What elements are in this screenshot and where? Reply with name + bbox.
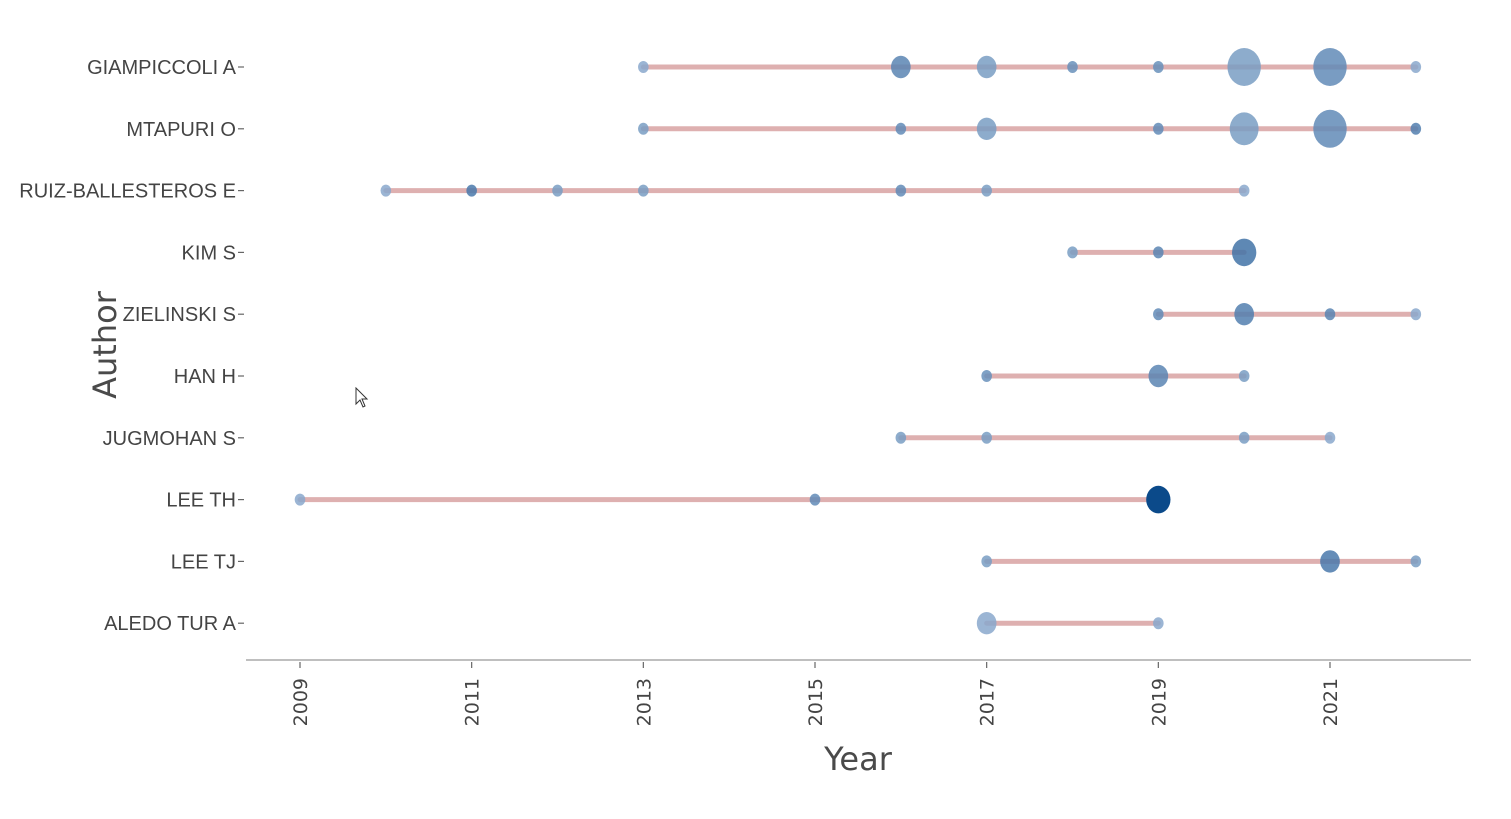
author-label: ZIELINSKI S — [123, 304, 236, 326]
x-tick-label: 2015 — [805, 678, 827, 726]
publication-point[interactable] — [1313, 48, 1347, 86]
author-label: JUGMOHAN S — [103, 428, 236, 450]
publication-point[interactable] — [294, 493, 306, 506]
x-tick-label: 2017 — [977, 678, 999, 726]
y-axis-title: Author — [86, 290, 124, 399]
publication-point[interactable] — [1227, 48, 1261, 86]
publication-point[interactable] — [1153, 61, 1164, 73]
publication-point[interactable] — [809, 493, 821, 506]
author-label: KIM S — [182, 242, 236, 264]
author-label: LEE TJ — [171, 551, 236, 573]
x-axis: 2009 2011 2013 2015 2017 2019 2021 — [246, 659, 1471, 726]
publication-point[interactable] — [976, 612, 997, 635]
publication-point[interactable] — [981, 431, 992, 444]
publication-point[interactable] — [895, 122, 907, 135]
author-label: ALEDO TUR A — [104, 613, 237, 635]
publication-point[interactable] — [981, 184, 992, 197]
publication-point[interactable] — [1238, 370, 1250, 382]
publication-point[interactable] — [1320, 550, 1340, 573]
author-label: RUIZ-BALLESTEROS E — [19, 181, 236, 203]
publication-point[interactable] — [1067, 246, 1078, 259]
author-label: HAN H — [174, 366, 236, 388]
x-tick-label: 2019 — [1148, 678, 1170, 726]
publication-points — [294, 48, 1422, 635]
publication-point[interactable] — [638, 122, 649, 135]
timeline-spans — [297, 64, 1419, 626]
author-label: MTAPURI O — [126, 119, 236, 141]
publication-point[interactable] — [1146, 485, 1171, 514]
y-axis: GIAMPICCOLI A MTAPURI O RUIZ-BALLESTEROS E… — [19, 57, 244, 635]
x-tick-label: 2013 — [633, 678, 655, 726]
publication-point[interactable] — [1153, 246, 1164, 259]
author-label: GIAMPICCOLI A — [87, 57, 237, 79]
publication-point[interactable] — [1238, 184, 1250, 197]
publication-point[interactable] — [1153, 617, 1164, 630]
publication-point[interactable] — [981, 370, 992, 382]
x-tick-label: 2011 — [462, 678, 484, 726]
publication-point[interactable] — [1229, 112, 1259, 146]
x-tick-label: 2009 — [290, 678, 312, 726]
publication-point[interactable] — [976, 55, 997, 79]
publication-point[interactable] — [976, 117, 997, 140]
author-label: LEE TH — [166, 490, 236, 512]
publication-point[interactable] — [552, 184, 563, 197]
publication-point[interactable] — [1234, 303, 1255, 326]
publication-point[interactable] — [1148, 364, 1169, 388]
publication-point[interactable] — [1153, 308, 1164, 321]
publication-point[interactable] — [981, 555, 992, 568]
x-axis-title: Year — [823, 740, 893, 778]
publication-point[interactable] — [1232, 238, 1257, 267]
publication-point[interactable] — [638, 61, 649, 73]
publication-point[interactable] — [895, 431, 907, 444]
publication-point[interactable] — [1313, 109, 1347, 148]
publication-point[interactable] — [1067, 61, 1078, 73]
publication-point[interactable] — [1410, 61, 1422, 73]
x-tick-label: 2021 — [1320, 678, 1342, 726]
publication-point[interactable] — [1238, 431, 1250, 444]
publication-point[interactable] — [1410, 122, 1422, 135]
publication-point[interactable] — [895, 184, 907, 197]
publication-point[interactable] — [1324, 431, 1336, 444]
publication-point[interactable] — [1410, 308, 1422, 321]
publication-point[interactable] — [890, 55, 911, 79]
publication-point[interactable] — [380, 184, 392, 197]
publication-point[interactable] — [466, 184, 477, 197]
mouse-cursor-icon — [355, 387, 369, 408]
publication-point[interactable] — [638, 184, 649, 197]
publication-point[interactable] — [1153, 122, 1164, 135]
publication-point[interactable] — [1324, 308, 1336, 321]
publication-point[interactable] — [1410, 555, 1422, 568]
